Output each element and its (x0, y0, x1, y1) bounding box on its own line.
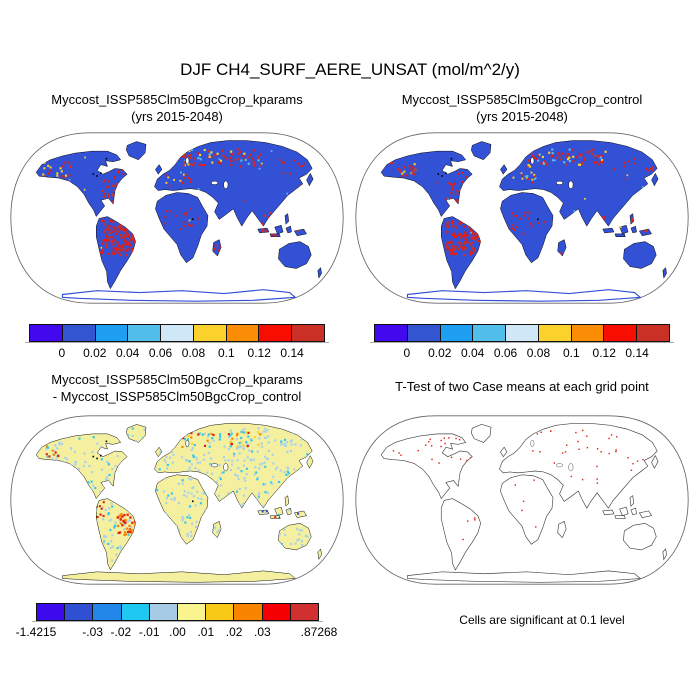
panel-title-control: Myccost_ISSP585Clm50BgcCrop_control (yrs… (353, 92, 691, 125)
panel-title-control-line2: (yrs 2015-2048) (476, 108, 568, 124)
colorbar-tick-label: 0.08 (526, 346, 551, 360)
colorbar-cell (148, 604, 178, 620)
colorbar-tick-label: .00 (169, 625, 186, 639)
colorbar-cell (636, 325, 670, 341)
colorbar-cell (375, 325, 407, 341)
panel-title-diff: Myccost_ISSP585Clm50BgcCrop_kparams - My… (8, 372, 346, 405)
map-control (355, 132, 689, 304)
colorbar-tick-label: 0.14 (280, 346, 304, 360)
panel-title-diff-line1: Myccost_ISSP585Clm50BgcCrop_kparams (51, 372, 303, 387)
colorbar-cell (505, 325, 538, 341)
colorbar-diff: -1.4215 -.03 -.02 -.01 .00 .01 .02 .03 .87268 (16, 603, 338, 641)
colorbar-control: 0 0.02 0.04 0.06 0.08 0.1 0.12 0.14 (370, 324, 674, 362)
colorbar-tick-label: 0 (403, 346, 411, 360)
colorbar-cell (261, 604, 290, 620)
colorbar-tick-labels: 0 0.02 0.04 0.06 0.08 0.1 0.12 0.14 (29, 346, 325, 362)
colorbar-tick-label: 0.1 (217, 346, 235, 360)
colorbar-tick-label: 0.12 (592, 346, 616, 360)
colorbar-tick-label: 0 (58, 346, 66, 360)
map-diff (10, 415, 344, 585)
map-kparams (10, 132, 344, 304)
colorbar-cells (370, 324, 674, 343)
colorbar-cell (30, 325, 62, 341)
colorbar-tick-label: 0.08 (181, 346, 206, 360)
colorbar-cell (289, 604, 319, 620)
colorbar-cell (225, 325, 259, 341)
colorbar-cell (192, 325, 226, 341)
colorbar-cell (92, 604, 121, 620)
panel-title-kparams-line2: (yrs 2015-2048) (131, 108, 223, 124)
colorbar-cell (94, 325, 128, 341)
colorbar-tick-label: 0.04 (115, 346, 140, 360)
colorbar-cell (37, 604, 65, 620)
map-ttest (355, 415, 689, 585)
ttest-significance-caption: Cells are significant at 0.1 level (459, 613, 625, 627)
colorbar-cell (570, 325, 604, 341)
panel-title-control-line1: Myccost_ISSP585Clm50BgcCrop_control (401, 92, 643, 107)
colorbar-cell (127, 325, 161, 341)
colorbar-cell (205, 604, 234, 620)
colorbar-tick-label: -.01 (138, 625, 160, 639)
colorbar-tick-label: 0.06 (148, 346, 173, 360)
colorbar-cell (61, 325, 95, 341)
colorbar-tick-label: 0.02 (83, 346, 107, 360)
colorbar-cell (160, 325, 193, 341)
colorbar-cell (233, 604, 262, 620)
colorbar-cell (472, 325, 506, 341)
colorbar-tick-label: 0.02 (428, 346, 452, 360)
colorbar-cell (406, 325, 440, 341)
colorbar-cell (291, 325, 325, 341)
colorbar-cell (439, 325, 473, 341)
colorbar-tick-label: 0.06 (493, 346, 518, 360)
colorbar-tick-label: .02 (225, 625, 243, 639)
colorbar-cell (537, 325, 571, 341)
colorbar-tick-label: -1.4215 (15, 625, 57, 639)
colorbar-tick-label: -.03 (82, 625, 103, 639)
colorbar-cell (64, 604, 93, 620)
colorbar-tick-label: -.02 (110, 625, 132, 639)
colorbar-tick-label: .87268 (300, 625, 338, 639)
colorbar-tick-label: 0.14 (625, 346, 649, 360)
colorbar-tick-labels: -1.4215 -.03 -.02 -.01 .00 .01 .02 .03 .87268 (16, 625, 338, 641)
panel-title-ttest: T-Test of two Case means at each grid po… (395, 379, 649, 394)
colorbar-tick-label: 0.04 (460, 346, 485, 360)
colorbar-cell (603, 325, 637, 341)
colorbar-tick-label: .01 (197, 625, 215, 639)
colorbar-tick-labels: 0 0.02 0.04 0.06 0.08 0.1 0.12 0.14 (374, 346, 670, 362)
panel-title-kparams-line1: Myccost_ISSP585Clm50BgcCrop_kparams (51, 92, 303, 107)
panel-title-diff-line2: - Myccost_ISSP585Clm50BgcCrop_control (52, 388, 302, 404)
colorbar-tick-label: .03 (254, 625, 271, 639)
panel-title-kparams: Myccost_ISSP585Clm50BgcCrop_kparams (yrs… (8, 92, 346, 125)
colorbar-tick-label: 0.12 (247, 346, 271, 360)
colorbar-tick-label: 0.1 (562, 346, 580, 360)
colorbar-cell (120, 604, 149, 620)
colorbar-cells (32, 603, 323, 622)
colorbar-kparams: 0 0.02 0.04 0.06 0.08 0.1 0.12 0.14 (25, 324, 329, 362)
colorbar-cell (258, 325, 292, 341)
colorbar-cell (177, 604, 206, 620)
main-title: DJF CH4_SURF_AERE_UNSAT (mol/m^2/y) (180, 60, 520, 79)
colorbar-cells (25, 324, 329, 343)
